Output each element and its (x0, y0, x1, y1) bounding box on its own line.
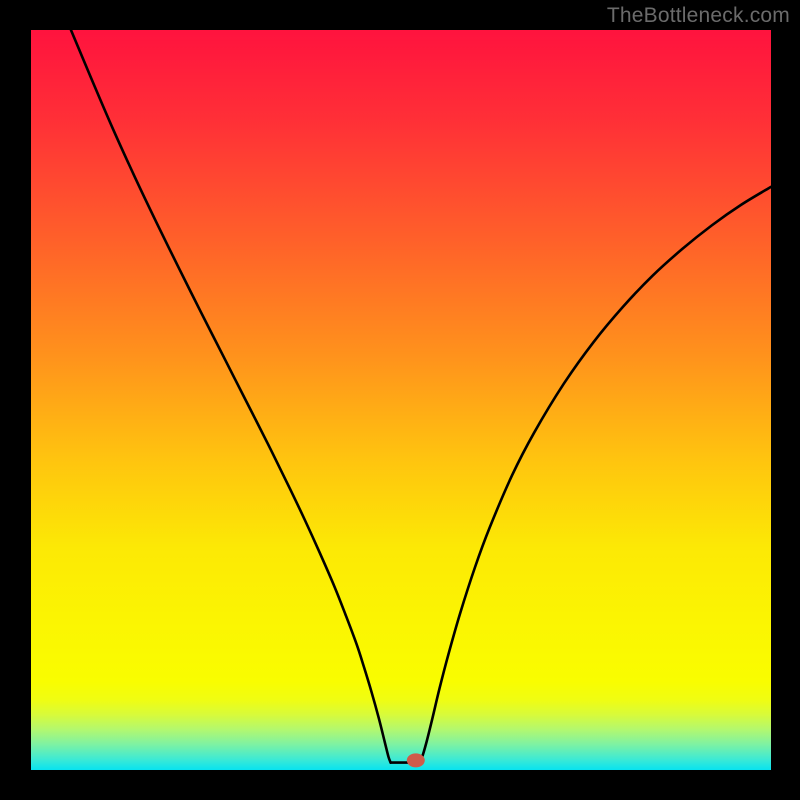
marker-svg (31, 30, 771, 770)
plot-area (31, 30, 771, 770)
optimum-marker (407, 753, 425, 767)
watermark-text: TheBottleneck.com (607, 4, 790, 28)
chart-root: TheBottleneck.com (0, 0, 800, 800)
